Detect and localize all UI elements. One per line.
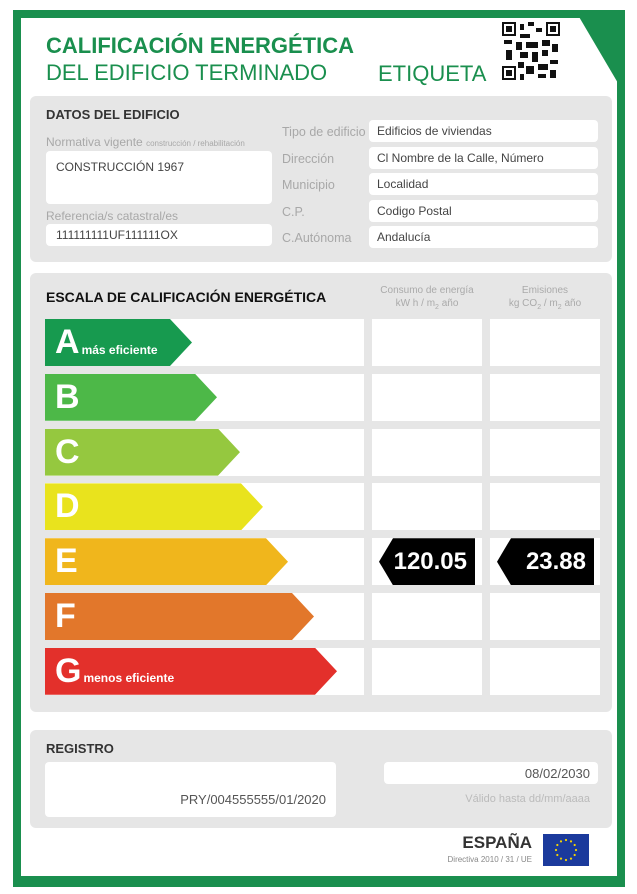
consumption-unit: kW h / m [395,298,436,309]
rating-bar-b: B [45,373,217,421]
normativa-sublabel: construcción / rehabilitación [146,139,245,148]
registry-number: PRY/004555555/01/2020 [45,762,336,817]
emissions-cell [490,428,600,476]
field-label: C.P. [282,204,305,219]
rating-letter: F [55,597,76,635]
directive-text: Directiva 2010 / 31 / UE [447,855,532,864]
field-value: Andalucía [369,226,598,248]
rating-bar-e: E [45,538,288,586]
rating-bar-d: D [45,483,263,531]
referencia-value: 111111111UF111111OX [46,224,272,246]
field-label: Tipo de edificio [282,125,366,139]
emissions-cell [490,373,600,421]
eu-flag-icon [543,834,589,866]
emissions-cell [490,483,600,531]
rating-bar-f: F [45,593,314,640]
emissions-unit: kg CO [508,298,538,309]
registry-heading: REGISTRO [46,741,114,756]
emissions-unit-sub2: 2 [557,304,562,311]
field-label: Dirección [282,151,335,166]
consumption-column-header: Consumo de energía kW h / m2 año [365,284,489,314]
rating-letter: E [55,542,78,581]
consumption-cell [372,647,482,695]
rating-letter: C [55,432,80,471]
rating-letter: D [55,487,80,526]
emissions-cell [490,647,600,695]
rating-sublabel: más eficiente [81,342,158,357]
consumption-unit-sub: 2 [435,304,439,311]
consumption-cell [372,593,482,640]
rating-letter: G [55,651,82,690]
field-label: Municipio [282,178,335,192]
rating-bar-c: C [45,428,240,476]
emissions-unit-mid: / m [541,298,558,309]
field-label: C.Autónoma [282,231,352,245]
country-name: ESPAÑA [462,833,532,852]
label-word: ETIQUETA [378,61,487,86]
valid-until-date: 08/02/2030 [384,762,598,784]
valid-until-label: Válido hasta dd/mm/aaaa [465,793,590,805]
consumption-cell [372,373,482,421]
field-value: Cl Nombre de la Calle, Número [369,146,598,169]
emissions-unit-sub: 2 [537,304,542,311]
consumption-cell [372,483,482,531]
emissions-value: 23.88 [497,538,594,586]
emissions-title: Emisiones [521,285,569,296]
rating-letter: A [55,323,80,361]
consumption-unit-end: año [438,298,459,309]
emissions-cell [490,593,600,640]
normativa-value: CONSTRUCCIÓN 1967 [46,151,272,204]
field-value: Codigo Postal [369,199,598,222]
rating-sublabel: menos eficiente [83,671,175,686]
normativa-label: Normativa vigente [46,135,143,149]
rating-scale-heading: ESCALA DE CALIFICACIÓN ENERGÉTICA [46,289,327,305]
consumption-cell [372,319,482,366]
title-line1: CALIFICACIÓN ENERGÉTICA [46,33,354,58]
field-value: Edificios de viviendas [369,120,598,142]
qr-code-icon [502,22,560,80]
rating-letter: B [55,377,80,416]
field-value: Localidad [369,173,598,195]
referencia-label: Referencia/s catastral/es [46,209,179,223]
consumption-value: 120.05 [379,538,475,586]
emissions-unit-end: año [561,298,582,309]
consumption-title: Consumo de energía [380,285,474,296]
building-data-heading: DATOS DEL EDIFICIO [46,107,180,122]
corner-triangle [575,10,625,95]
title-line2: DEL EDIFICIO TERMINADO [46,60,328,85]
emissions-cell [490,319,600,366]
consumption-cell [372,428,482,476]
emissions-column-header: Emisiones kg CO2 / m2 año [484,284,606,314]
